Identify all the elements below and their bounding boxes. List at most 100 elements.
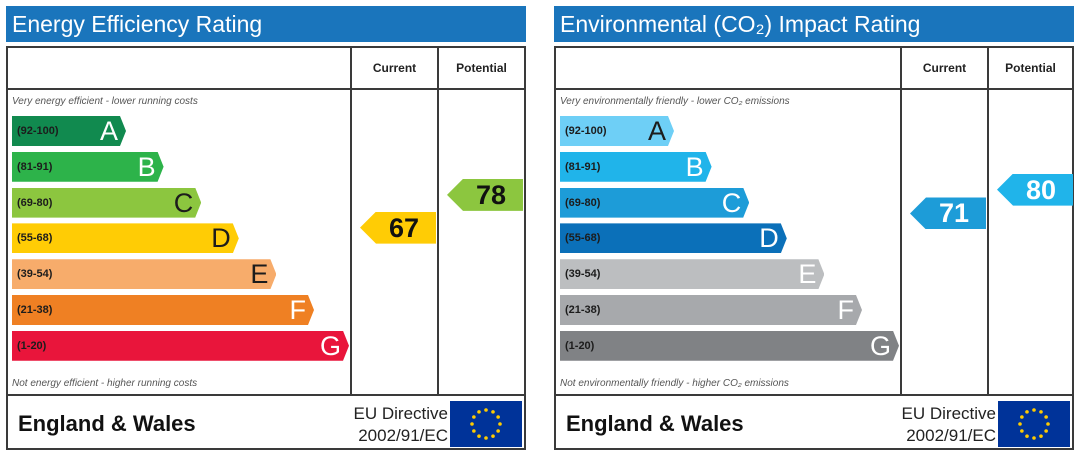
chart-title: Energy Efficiency Rating <box>6 6 526 42</box>
band-letter: A <box>647 116 666 146</box>
rating-band-a: (92-100) A <box>12 116 126 146</box>
potential-column-header: Potential <box>456 61 507 75</box>
directive-line-1: EU Directive <box>353 404 448 423</box>
band-range-label: (21-38) <box>17 304 53 316</box>
eu-star <box>1025 410 1029 414</box>
rating-band-e: (39-54) E <box>560 259 824 289</box>
rating-band-g: (1-20) G <box>560 331 899 361</box>
divider <box>8 88 524 90</box>
potential-rating-arrow: 78 <box>447 178 523 211</box>
band-range-label: (21-38) <box>565 304 601 316</box>
band-letter: C <box>173 187 194 218</box>
eu-star <box>472 429 476 433</box>
band-letter: G <box>319 330 341 361</box>
divider <box>350 48 352 396</box>
band-letter: A <box>99 116 118 146</box>
footer-divider <box>8 394 524 396</box>
footer: England & Wales EU Directive 2002/91/EC <box>556 398 1072 448</box>
eu-star <box>477 410 481 414</box>
eu-star <box>498 422 502 426</box>
eu-star <box>1032 436 1036 440</box>
rating-band-c: (69-80) C <box>12 188 201 218</box>
divider <box>987 48 989 396</box>
eu-star <box>496 415 500 419</box>
eu-star <box>496 429 500 433</box>
band-letter: C <box>721 187 742 218</box>
rating-band-b: (81-91) B <box>560 152 712 182</box>
eu-star <box>484 408 488 412</box>
potential-column-header: Potential <box>1005 61 1056 75</box>
rating-band-d: (55-68) D <box>560 223 787 253</box>
band-range-label: (39-54) <box>17 268 53 281</box>
eu-star <box>1039 434 1043 438</box>
eu-star <box>1020 415 1024 419</box>
divider <box>556 88 1072 90</box>
band-range-label: (1-20) <box>565 339 595 352</box>
rating-frame: Current Potential Very environmentally f… <box>554 46 1074 450</box>
directive-line-1: EU Directive <box>901 404 996 423</box>
eu-flag-icon <box>998 401 1070 447</box>
potential-rating-arrow: 80 <box>997 173 1073 206</box>
band-range-label: (1-20) <box>17 339 47 352</box>
rating-band-e: (39-54) E <box>12 259 276 289</box>
bottom-caption: Not energy efficient - higher running co… <box>12 378 198 389</box>
rating-band-c: (69-80) C <box>560 188 749 218</box>
current-rating-value: 67 <box>388 212 420 243</box>
band-letter: E <box>798 259 817 290</box>
divider <box>437 48 439 396</box>
directive-line-2: 2002/91/EC <box>906 426 996 445</box>
eu-star <box>1020 429 1024 433</box>
rating-band-f: (21-38) F <box>560 295 862 325</box>
eu-star <box>491 410 495 414</box>
eu-star <box>1044 415 1048 419</box>
environmental-impact-panel: Environmental (CO₂) Impact Rating Curren… <box>554 6 1074 450</box>
divider <box>556 394 1072 396</box>
top-caption: Very energy efficient - lower running co… <box>12 96 198 107</box>
band-letter: B <box>137 151 156 182</box>
bottom-caption: Not environmentally friendly - higher CO… <box>560 378 789 389</box>
band-letter: B <box>685 151 704 182</box>
footer: England & Wales EU Directive 2002/91/EC <box>8 398 524 448</box>
band-letter: E <box>250 259 269 290</box>
eu-star <box>1018 422 1022 426</box>
rating-band-b: (81-91) B <box>12 152 164 182</box>
band-letter: D <box>211 223 231 254</box>
eu-star <box>491 434 495 438</box>
eu-star <box>1032 408 1036 412</box>
current-column-header: Current <box>372 61 417 75</box>
rating-band-f: (21-38) F <box>12 295 314 325</box>
directive-line-2: 2002/91/EC <box>358 426 448 445</box>
current-rating-value: 71 <box>938 198 970 229</box>
eu-star <box>1044 429 1048 433</box>
current-rating-arrow: 71 <box>910 197 986 230</box>
rating-band-d: (55-68) D <box>12 223 239 253</box>
current-column-header: Current <box>922 61 967 75</box>
rating-band-a: (92-100) A <box>560 116 674 146</box>
band-range-label: (81-91) <box>17 160 53 173</box>
energy-efficiency-panel: Energy Efficiency Rating Current Potenti… <box>6 6 526 450</box>
country-label: England & Wales <box>18 411 196 436</box>
eu-star <box>1025 434 1029 438</box>
potential-rating-value: 80 <box>1025 174 1057 205</box>
band-range-label: (92-100) <box>565 125 607 137</box>
rating-frame: Current Potential Very energy efficient … <box>6 46 526 450</box>
band-range-label: (81-91) <box>565 160 601 173</box>
band-range-label: (55-68) <box>17 232 53 245</box>
band-letter: F <box>837 295 854 325</box>
eu-star <box>1046 422 1050 426</box>
band-range-label: (39-54) <box>565 268 601 281</box>
band-letter: G <box>869 330 891 361</box>
band-range-label: (92-100) <box>17 125 59 137</box>
eu-star <box>484 436 488 440</box>
eu-star <box>472 415 476 419</box>
eu-star <box>477 434 481 438</box>
band-range-label: (55-68) <box>565 232 601 245</box>
rating-band-g: (1-20) G <box>12 331 349 361</box>
eu-flag-icon <box>450 401 522 447</box>
potential-rating-value: 78 <box>475 179 507 210</box>
divider <box>900 48 902 396</box>
chart-title: Environmental (CO₂) Impact Rating <box>554 6 1074 42</box>
top-caption: Very environmentally friendly - lower CO… <box>560 96 790 107</box>
eu-star <box>1039 410 1043 414</box>
band-letter: F <box>289 295 306 325</box>
